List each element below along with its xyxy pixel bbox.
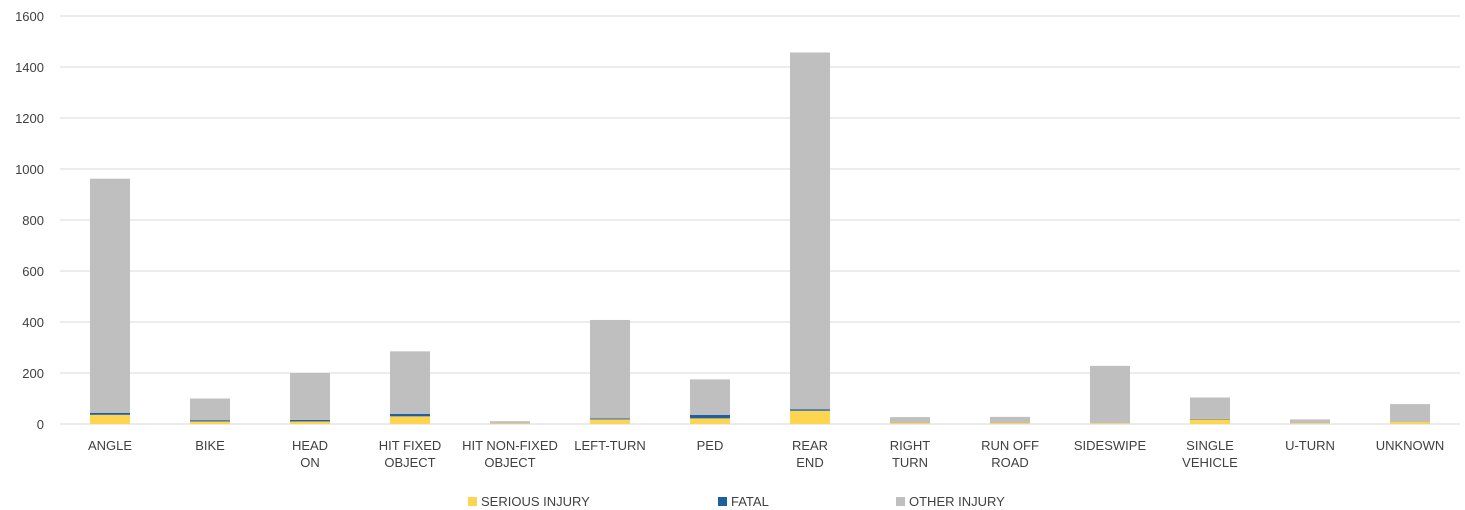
y-tick-label: 1400 (15, 60, 44, 75)
bar-stack (1190, 397, 1230, 424)
legend-label: OTHER INJURY (909, 494, 1005, 509)
x-category-label: PED (697, 438, 724, 453)
y-tick-label: 800 (22, 213, 44, 228)
bar-segment (690, 414, 730, 419)
bar-segment (490, 423, 530, 424)
bar-segment (90, 178, 130, 413)
bar-stack (1090, 365, 1130, 424)
x-axis-labels: ANGLE BIKE HEAD ON HIT FIXED OBJECT HIT NON-FI… (88, 438, 1444, 470)
bar-segment (590, 418, 630, 420)
bar-segment (790, 52, 830, 410)
bar-stack (190, 398, 230, 424)
bar-segment (1090, 365, 1130, 424)
bar-stack (890, 417, 930, 424)
x-category-label: SINGLE (1186, 438, 1234, 453)
x-category-label: RIGHT (890, 438, 931, 453)
bar-stack (490, 421, 530, 424)
bar-stack (290, 373, 330, 424)
bar-stack (990, 416, 1030, 424)
y-tick-label: 0 (37, 417, 44, 432)
bar-stack (1390, 404, 1430, 424)
bar-stack (790, 52, 830, 424)
x-category-label: UNKNOWN (1376, 438, 1445, 453)
bar-stack (1290, 419, 1330, 424)
y-tick-label: 1600 (15, 9, 44, 24)
x-category-label: SIDESWIPE (1074, 438, 1147, 453)
x-category-label: HEAD (292, 438, 328, 453)
bar-segment (490, 421, 530, 424)
legend-swatch (718, 497, 727, 506)
x-category-label: U-TURN (1285, 438, 1335, 453)
x-category-label: VEHICLE (1182, 455, 1238, 470)
bar-stack (690, 379, 730, 424)
bar-segment (190, 421, 230, 424)
y-tick-label: 1000 (15, 162, 44, 177)
bar-segment (590, 319, 630, 419)
bar-segment (1190, 418, 1230, 420)
x-category-label: TURN (892, 455, 928, 470)
y-tick-label: 400 (22, 315, 44, 330)
bar-segment (990, 416, 1030, 423)
bar-segment (1090, 423, 1130, 424)
bar-segment (990, 422, 1030, 424)
bar-segment (90, 412, 130, 415)
x-category-label: HIT FIXED (379, 438, 442, 453)
legend-swatch (468, 497, 477, 506)
legend: SERIOUS INJURY FATAL OTHER INJURY (468, 494, 1005, 509)
legend-item: OTHER INJURY (896, 494, 1005, 509)
bar-segment (690, 418, 730, 424)
bar-segment (1190, 397, 1230, 419)
bar-segment (890, 422, 930, 424)
x-category-label: ANGLE (88, 438, 132, 453)
legend-swatch (896, 497, 905, 506)
bar-segment (1390, 404, 1430, 422)
bar-segment (790, 410, 830, 424)
bar-stack (390, 351, 430, 424)
legend-item: FATAL (718, 494, 769, 509)
bar-segment (390, 351, 430, 414)
x-category-label: OBJECT (384, 455, 435, 470)
bar-segment (1290, 419, 1330, 424)
bar-segment (90, 414, 130, 424)
bar-segment (590, 419, 630, 424)
y-axis-ticks: 0 200 400 600 800 1000 1200 1400 1600 (15, 9, 44, 432)
y-tick-label: 600 (22, 264, 44, 279)
bar-segment (290, 373, 330, 420)
x-category-label: OBJECT (484, 455, 535, 470)
x-category-label: BIKE (195, 438, 225, 453)
bar-stack (590, 319, 630, 424)
bar-segment (290, 421, 330, 424)
y-gridlines (60, 15, 1460, 425)
x-category-label: END (796, 455, 823, 470)
x-category-label: RUN OFF (981, 438, 1039, 453)
bar-segment (1290, 423, 1330, 424)
x-category-label: LEFT-TURN (574, 438, 646, 453)
x-category-label: HIT NON-FIXED (462, 438, 558, 453)
legend-item: SERIOUS INJURY (468, 494, 590, 509)
bar-segment (190, 420, 230, 422)
x-category-label: ROAD (991, 455, 1029, 470)
y-tick-label: 1200 (15, 111, 44, 126)
bar-segment (390, 416, 430, 424)
bar-segment (190, 398, 230, 421)
x-category-label: REAR (792, 438, 828, 453)
bar-segment (690, 379, 730, 415)
bar-stacks (90, 52, 1430, 424)
bar-segment (390, 413, 430, 417)
x-category-label: ON (300, 455, 320, 470)
bar-segment (1190, 419, 1230, 424)
legend-label: SERIOUS INJURY (481, 494, 590, 509)
bar-stack (90, 178, 130, 424)
bar-segment (890, 417, 930, 423)
bar-segment (790, 409, 830, 411)
bar-segment (1390, 421, 1430, 424)
bar-segment (290, 419, 330, 422)
y-tick-label: 200 (22, 366, 44, 381)
legend-label: FATAL (731, 494, 769, 509)
